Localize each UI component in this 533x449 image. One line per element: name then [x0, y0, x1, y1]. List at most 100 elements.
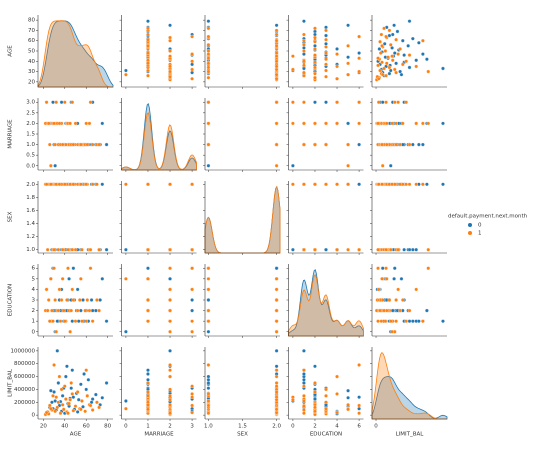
scatter-point [376, 100, 381, 105]
scatter-point [357, 406, 361, 411]
y-tick-label: 800000 [14, 361, 35, 367]
scatter-point [65, 298, 69, 302]
scatter-point [97, 308, 101, 313]
kde-area [288, 269, 364, 337]
scatter-point [417, 319, 421, 324]
scatter-point [49, 163, 53, 168]
scatter-point [378, 39, 382, 44]
scatter-point [84, 319, 89, 324]
scatter-point [274, 32, 279, 37]
scatter-point [190, 308, 194, 313]
scatter-point [357, 100, 361, 105]
scatter-point [313, 75, 317, 80]
scatter-point [68, 121, 72, 126]
scatter-point [124, 399, 128, 403]
scatter-point [168, 276, 172, 281]
scatter-point [124, 182, 128, 187]
scatter-point [59, 298, 64, 302]
scatter-point [89, 400, 94, 405]
scatter-point [66, 266, 70, 271]
scatter-point [399, 72, 404, 77]
scatter-point [206, 287, 211, 292]
scatter-point [146, 377, 150, 382]
scatter-point [69, 308, 74, 313]
scatter-point [387, 33, 392, 38]
scatter-point [376, 287, 381, 292]
scatter-point [146, 73, 150, 78]
scatter-point [398, 308, 402, 313]
scatter-point [88, 247, 93, 252]
x-tick-label: 0 [374, 424, 378, 430]
scatter-point [390, 182, 394, 187]
scatter-point [357, 395, 361, 399]
x-tick-label: 1 [146, 424, 150, 430]
scatter-point [190, 384, 194, 389]
scatter-point [302, 399, 306, 403]
scatter-point [274, 368, 279, 372]
scatter-point [100, 276, 105, 281]
scatter-point [291, 163, 295, 168]
scatter-point [291, 67, 295, 72]
scatter-point [54, 182, 59, 187]
scatter-point [79, 182, 83, 187]
scatter-point [71, 408, 76, 413]
y-tick-label: 70 [28, 28, 35, 34]
scatter-point [392, 23, 396, 28]
scatter-point [190, 403, 194, 408]
scatter-point [302, 404, 306, 408]
scatter-point [335, 182, 339, 187]
y-tick-label: 1.0 [26, 247, 35, 253]
scatter-point [394, 70, 398, 75]
legend-marker [468, 223, 472, 227]
scatter-point [206, 392, 211, 396]
x-tick-label: 40 [61, 424, 68, 430]
y-axis-label: EDUCATION [8, 284, 14, 316]
scatter-point [274, 76, 279, 81]
scatter-point [313, 397, 317, 401]
kde-area [371, 376, 448, 420]
scatter-point [398, 142, 402, 147]
scatter-point [206, 75, 211, 80]
scatter-point [274, 298, 279, 302]
scatter-point [84, 182, 89, 187]
scatter-point [61, 308, 66, 313]
scatter-point [146, 37, 150, 42]
scatter-point [52, 390, 56, 394]
scatter-point [274, 163, 279, 168]
scatter-point [426, 247, 431, 252]
scatter-point [46, 121, 51, 126]
scatter-point [53, 142, 57, 147]
scatter-point [190, 59, 194, 64]
scatter-point [324, 33, 328, 38]
scatter-point [313, 409, 317, 414]
scatter-point [324, 25, 328, 30]
scatter-point [410, 319, 415, 324]
scatter-point [168, 54, 172, 58]
scatter-point [357, 363, 361, 367]
scatter-point [49, 406, 53, 411]
scatter-point [390, 32, 395, 37]
scatter-point [104, 381, 109, 385]
scatter-point [396, 247, 400, 252]
scatter-point [380, 182, 384, 187]
scatter-point [124, 276, 128, 281]
scatter-point [378, 51, 383, 55]
scatter-point [80, 247, 84, 252]
scatter-point [54, 395, 59, 399]
x-tick-label: 0 [291, 424, 295, 430]
scatter-point [190, 182, 194, 187]
scatter-point [274, 64, 279, 69]
scatter-point [67, 401, 71, 406]
scatter-point [313, 142, 317, 147]
scatter-point [87, 308, 92, 313]
scatter-point [124, 329, 128, 334]
scatter-point [388, 247, 393, 252]
scatter-point [406, 44, 411, 48]
scatter-point [76, 397, 81, 402]
scatter-point [60, 403, 65, 407]
scatter-point [168, 247, 172, 252]
scatter-point [44, 287, 49, 292]
scatter-point [85, 394, 90, 398]
x-axis-label: EDUCATION [310, 432, 342, 438]
x-tick-label: 6 [357, 424, 361, 430]
